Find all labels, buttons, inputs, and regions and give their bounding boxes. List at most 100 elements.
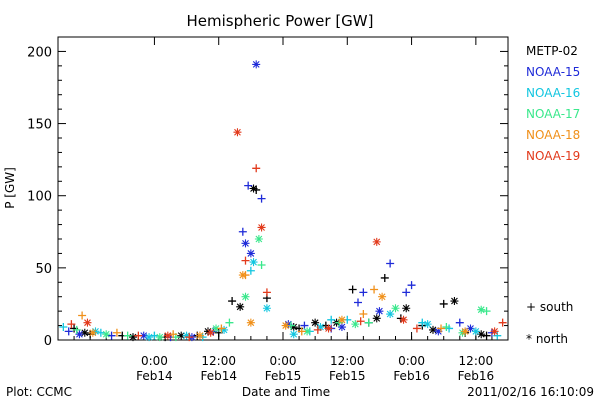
north-marker — [284, 320, 293, 329]
north-marker — [391, 304, 400, 313]
north-marker — [490, 327, 499, 336]
legend-entry: NOAA-19 — [526, 149, 580, 163]
south-marker — [412, 324, 421, 333]
north-marker — [303, 327, 312, 336]
south-marker — [386, 259, 395, 268]
south-marker — [246, 266, 255, 275]
y-tick-label: 100 — [27, 190, 52, 205]
x-tick-label-time: 0:00 — [270, 354, 297, 368]
north-marker — [423, 320, 432, 329]
north-marker — [311, 318, 320, 327]
south-marker — [327, 315, 336, 324]
south-marker — [64, 327, 73, 336]
north-marker — [163, 331, 172, 340]
south-marker — [225, 318, 234, 327]
south-marker — [380, 273, 389, 282]
north-marker — [386, 310, 395, 319]
north-marker — [252, 60, 261, 69]
legend-north-marker: * north — [526, 332, 568, 346]
south-marker — [356, 317, 365, 326]
north-marker — [182, 331, 191, 340]
north-marker — [402, 304, 411, 313]
north-marker — [204, 327, 212, 336]
north-marker — [249, 258, 258, 267]
y-tick-label: 200 — [27, 45, 52, 60]
north-marker — [461, 327, 470, 336]
legend-entry: NOAA-16 — [526, 86, 580, 100]
north-marker — [75, 330, 84, 339]
north-marker — [458, 328, 467, 337]
north-marker — [83, 318, 92, 327]
north-marker — [399, 315, 408, 324]
south-marker — [370, 285, 379, 294]
x-axis-label: Date and Time — [242, 385, 330, 399]
south-marker — [498, 318, 507, 327]
north-marker — [289, 323, 298, 332]
north-marker — [220, 325, 229, 334]
x-tick-label-date: Feb16 — [393, 369, 430, 383]
north-marker — [88, 328, 97, 337]
legend-entry: NOAA-15 — [526, 65, 580, 79]
south-marker — [493, 331, 502, 340]
north-marker — [450, 297, 459, 306]
south-marker — [123, 331, 132, 340]
north-marker — [254, 235, 263, 243]
x-tick-label-date: Feb15 — [265, 369, 302, 383]
south-marker — [252, 164, 261, 173]
north-marker — [139, 331, 148, 340]
south-marker — [107, 331, 116, 340]
north-marker — [281, 321, 290, 330]
south-marker — [348, 285, 357, 294]
south-marker — [217, 324, 226, 333]
plot-credit: Plot: CCMC — [6, 385, 72, 399]
south-marker — [437, 324, 446, 333]
south-marker — [78, 311, 87, 320]
south-marker — [482, 331, 491, 340]
north-marker — [195, 331, 204, 340]
north-marker — [102, 330, 111, 339]
south-marker — [169, 330, 178, 339]
y-axis-label: P [GW] — [3, 167, 17, 209]
south-marker — [313, 325, 322, 334]
north-marker — [80, 328, 89, 337]
legend: METP-02 NOAA-15 NOAA-16 NOAA-17 NOAA-18 NOAA-… — [526, 44, 580, 346]
south-marker — [442, 323, 451, 332]
north-marker — [337, 315, 346, 324]
south-marker — [364, 318, 373, 327]
north-marker — [378, 292, 387, 301]
north-marker — [375, 307, 384, 316]
plot-axes: 0501001502000:00Feb1412:00Feb140:00Feb15… — [27, 36, 509, 383]
south-marker — [96, 328, 105, 337]
south-marker — [67, 320, 76, 329]
x-tick-label-time: 0:00 — [141, 354, 168, 368]
x-tick-label-date: Feb16 — [458, 369, 495, 383]
chart-title: Hemispheric Power [GW] — [187, 12, 374, 30]
north-marker — [246, 249, 255, 258]
north-marker — [262, 304, 271, 313]
legend-entry: NOAA-17 — [526, 107, 580, 121]
north-marker — [337, 323, 346, 332]
legend-entry: NOAA-18 — [526, 128, 580, 142]
x-tick-label-date: Feb15 — [329, 369, 366, 383]
north-marker — [233, 128, 242, 137]
plot-timestamp: 2011/02/16 16:10:09 — [467, 385, 594, 399]
north-marker — [372, 237, 381, 246]
north-marker — [466, 324, 475, 333]
north-marker — [429, 325, 437, 334]
north-marker — [212, 324, 221, 333]
south-marker — [150, 331, 159, 340]
legend-entry: METP-02 — [526, 44, 578, 58]
north-marker — [177, 331, 186, 340]
x-tick-label-time: 12:00 — [330, 354, 365, 368]
north-marker — [351, 320, 360, 329]
y-tick-label: 150 — [27, 118, 52, 133]
north-marker — [249, 184, 258, 193]
north-marker — [206, 328, 215, 337]
south-marker — [262, 288, 271, 297]
north-marker — [155, 333, 164, 342]
south-marker — [482, 307, 491, 316]
south-marker — [185, 333, 194, 342]
x-tick-label-time: 12:00 — [201, 354, 236, 368]
south-marker — [359, 288, 368, 297]
south-marker — [439, 299, 448, 308]
